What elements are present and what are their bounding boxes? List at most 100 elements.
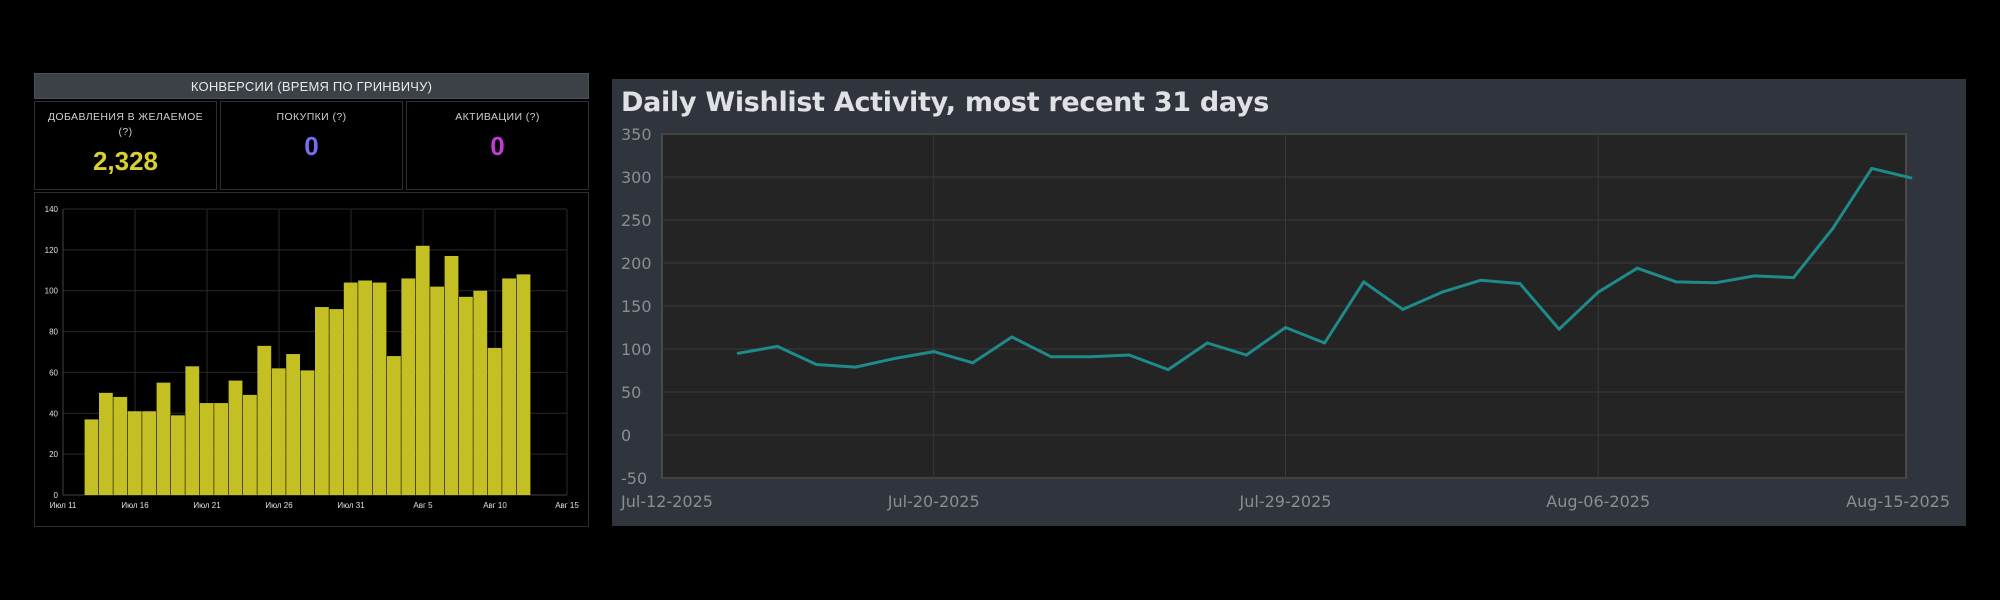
data-point xyxy=(1088,355,1092,359)
data-point xyxy=(1596,290,1600,294)
data-point xyxy=(1049,355,1053,359)
line-ytick-label: 100 xyxy=(621,340,652,359)
data-point xyxy=(1557,327,1561,331)
data-point xyxy=(971,361,975,365)
bar-ytick-label: 80 xyxy=(49,328,58,337)
bar xyxy=(473,290,488,495)
data-point xyxy=(1831,227,1835,231)
data-point xyxy=(1440,290,1444,294)
bar xyxy=(487,347,502,495)
line-xtick-label: Jul-12-2025 xyxy=(620,492,713,511)
daily-wishlist-panel: -50 0 50 100 150 200 250 300 350 Jul-12-2025 Jul-2… xyxy=(612,79,1966,526)
bar xyxy=(84,419,99,495)
stat-value-purchases: 0 xyxy=(304,131,319,161)
bar xyxy=(358,280,372,495)
stat-label-activations[interactable]: АКТИВАЦИИ (?) xyxy=(455,111,540,123)
bar xyxy=(199,403,214,495)
stats-row: ДОБАВЛЕНИЯ В ЖЕЛАЕМОЕ (?) 2,328 ПОКУПКИ … xyxy=(34,101,589,190)
bar-chart-container: 0 20 40 60 80 100 120 140 Июл 11 Июл 16 Июл 21 Июл … xyxy=(34,192,589,527)
bar xyxy=(444,255,459,495)
bar xyxy=(502,278,516,495)
stat-wishlist-adds: ДОБАВЛЕНИЯ В ЖЕЛАЕМОЕ (?) 2,328 xyxy=(34,101,217,190)
bar xyxy=(401,278,416,495)
data-point xyxy=(1205,341,1209,345)
bar-ytick-label: 140 xyxy=(45,205,59,214)
chart-title: Daily Wishlist Activity, most recent 31 … xyxy=(621,87,1270,118)
wishlist-line-chart: -50 0 50 100 150 200 250 300 350 Jul-12-2025 Jul-2… xyxy=(620,125,1950,511)
data-point xyxy=(1909,176,1913,180)
bar-ytick-label: 120 xyxy=(45,246,59,255)
data-point xyxy=(1870,166,1874,170)
data-point xyxy=(1479,278,1483,282)
bar xyxy=(257,345,272,495)
data-point xyxy=(893,356,897,360)
bar-ytick-label: 60 xyxy=(49,368,58,377)
stat-label-wishlist[interactable]: ДОБАВЛЕНИЯ В ЖЕЛАЕМОЕ (?) xyxy=(47,111,204,138)
bar xyxy=(387,356,401,495)
bar-xtick-label: Авг 10 xyxy=(483,501,507,510)
bar xyxy=(343,282,358,495)
bar xyxy=(415,245,430,495)
stat-purchases: ПОКУПКИ (?) 0 xyxy=(220,101,403,190)
bar-xtick-label: Июл 16 xyxy=(121,501,149,510)
data-point xyxy=(775,344,779,348)
bar xyxy=(99,392,113,495)
line-ytick-label: 150 xyxy=(621,297,652,316)
bar-xtick-label: Авг 15 xyxy=(555,501,579,510)
stat-label-purchases[interactable]: ПОКУПКИ (?) xyxy=(276,111,347,123)
data-point xyxy=(1518,282,1522,286)
bar xyxy=(459,296,473,495)
bar-xtick-label: Июл 11 xyxy=(50,501,77,510)
data-point xyxy=(1713,281,1717,285)
data-point xyxy=(1244,353,1248,357)
line-xtick-label: Aug-06-2025 xyxy=(1546,492,1650,511)
bar xyxy=(185,366,200,495)
stat-activations: АКТИВАЦИИ (?) 0 xyxy=(406,101,589,190)
bar-ytick-label: 0 xyxy=(54,491,59,500)
data-point xyxy=(1401,307,1405,311)
data-point xyxy=(1674,280,1678,284)
bar-xtick-label: Июл 21 xyxy=(193,501,221,510)
wishlist-bar-chart: 0 20 40 60 80 100 120 140 Июл 11 Июл 16 Июл 21 Июл … xyxy=(45,205,580,510)
line-xtick-label: Aug-15-2025 xyxy=(1846,492,1950,511)
line-xtick-label: Jul-20-2025 xyxy=(887,492,980,511)
bar xyxy=(127,411,142,495)
bar-xtick-label: Авг 5 xyxy=(413,501,433,510)
data-point xyxy=(1010,335,1014,339)
data-point xyxy=(1362,280,1366,284)
line-xtick-label: Jul-29-2025 xyxy=(1239,492,1332,511)
bar xyxy=(156,382,171,495)
stat-value-activations: 0 xyxy=(490,131,505,161)
conversions-header: КОНВЕРСИИ (ВРЕМЯ ПО ГРИНВИЧУ) xyxy=(34,73,589,99)
bar xyxy=(243,394,257,495)
data-point xyxy=(1792,276,1796,280)
bar xyxy=(171,415,185,495)
bar xyxy=(430,286,444,495)
data-point xyxy=(1635,266,1639,270)
line-ytick-label: 0 xyxy=(621,426,631,445)
bar-ytick-label: 20 xyxy=(49,450,58,459)
bar xyxy=(300,370,315,495)
data-point xyxy=(736,351,740,355)
bar xyxy=(214,403,228,495)
bar-xtick-label: Июл 31 xyxy=(337,501,365,510)
bar-ytick-label: 100 xyxy=(45,287,59,296)
bar-ytick-label: 40 xyxy=(49,409,58,418)
bar xyxy=(271,368,286,495)
bar xyxy=(516,274,531,495)
line-ytick-label: -50 xyxy=(621,469,647,488)
line-ytick-label: 50 xyxy=(621,383,641,402)
data-point xyxy=(854,365,858,369)
data-point xyxy=(1753,274,1757,278)
bar xyxy=(286,354,300,495)
bar xyxy=(228,380,243,495)
bar xyxy=(315,307,329,495)
data-point xyxy=(1166,368,1170,372)
data-point xyxy=(932,350,936,354)
stat-value-wishlist: 2,328 xyxy=(92,146,159,176)
conversions-panel: КОНВЕРСИИ (ВРЕМЯ ПО ГРИНВИЧУ) ДОБАВЛЕНИЯ… xyxy=(34,73,589,527)
bar-xtick-label: Июл 26 xyxy=(265,501,293,510)
line-ytick-label: 200 xyxy=(621,254,652,273)
line-ytick-label: 350 xyxy=(621,125,652,144)
data-point xyxy=(1323,341,1327,345)
